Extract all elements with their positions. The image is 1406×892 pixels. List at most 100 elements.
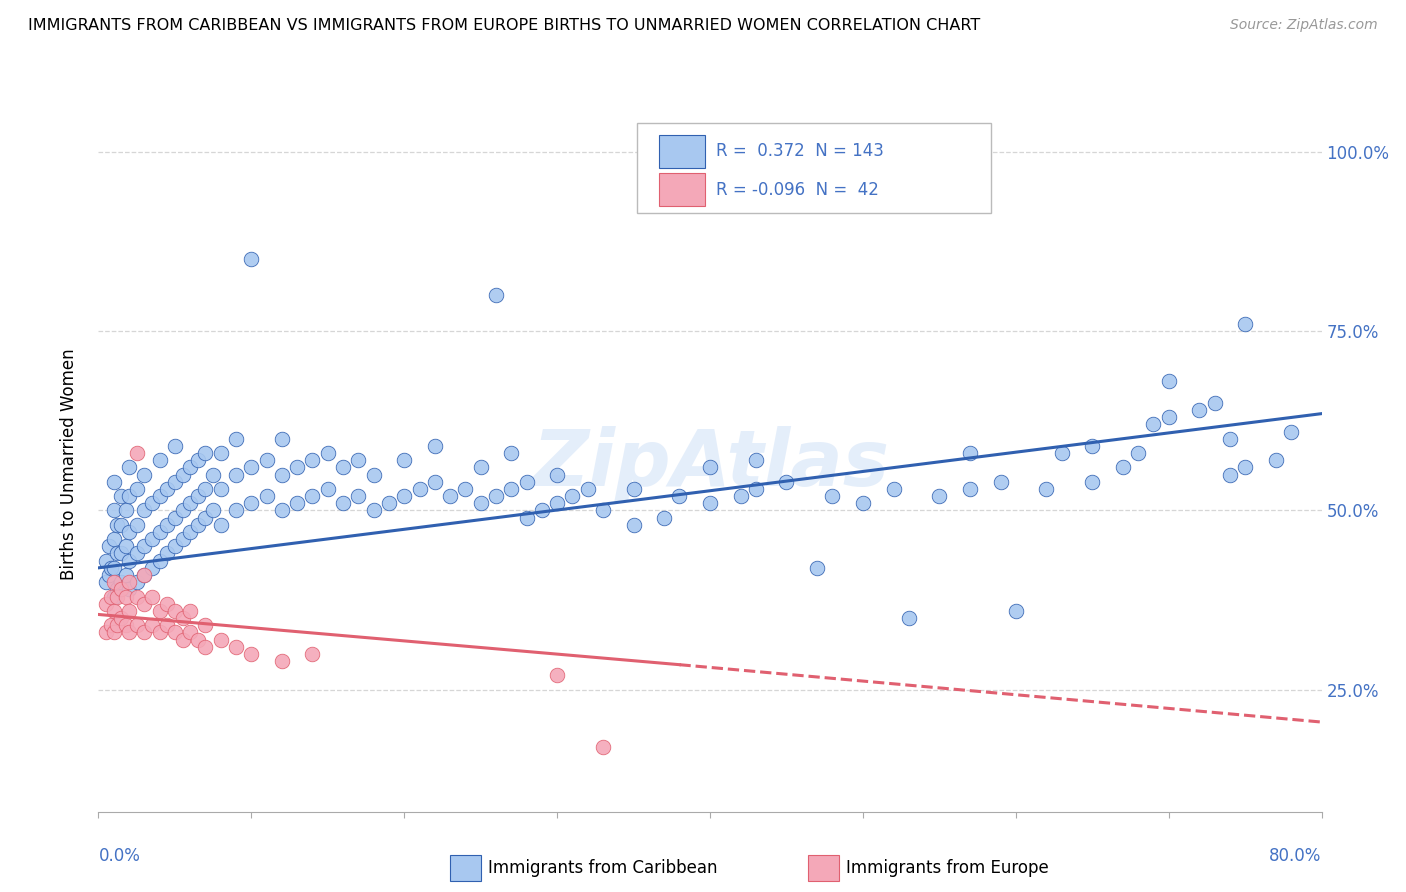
Point [163,439,186,453]
Point [187,632,209,647]
Point [134,568,156,582]
Point [1219,432,1241,446]
Point [141,496,163,510]
Point [103,532,125,546]
Point [163,625,186,640]
Point [115,568,138,582]
Point [225,640,247,654]
Point [270,654,292,668]
Point [332,496,354,510]
Point [501,482,523,496]
Text: ZipAtlas: ZipAtlas [531,425,889,502]
Point [115,618,138,632]
Point [209,446,232,460]
Point [125,618,148,632]
Point [105,547,128,561]
Point [378,496,401,510]
Point [118,524,141,539]
Point [623,517,645,532]
Point [156,517,179,532]
Point [1188,403,1211,417]
Point [928,489,950,503]
Point [156,482,179,496]
Point [179,524,201,539]
Point [285,496,308,510]
Point [1128,446,1150,460]
Point [163,604,186,618]
Point [172,467,194,482]
Point [98,539,121,553]
Point [1142,417,1164,432]
Text: Immigrants from Caribbean: Immigrants from Caribbean [488,859,717,877]
Point [172,611,194,625]
Point [1035,482,1057,496]
Point [141,618,163,632]
Point [1234,317,1257,331]
Point [1219,467,1241,482]
Point [149,453,172,467]
Point [959,482,981,496]
Point [592,740,614,755]
Point [141,561,163,575]
Point [105,590,128,604]
Point [110,517,132,532]
Bar [658,135,706,169]
Point [103,575,125,590]
Point [806,561,828,575]
Point [115,590,138,604]
Point [209,632,232,647]
Point [105,582,128,597]
Point [105,618,128,632]
Point [202,503,225,517]
Point [347,453,370,467]
Point [125,517,148,532]
Point [301,489,323,503]
Point [118,582,141,597]
Point [990,475,1012,489]
Point [163,475,186,489]
Point [699,460,721,475]
Point [240,647,263,661]
Point [1050,446,1073,460]
Point [118,604,141,618]
Point [516,510,538,524]
Point [470,496,492,510]
Point [1081,475,1104,489]
Text: Immigrants from Europe: Immigrants from Europe [846,859,1049,877]
Point [423,475,446,489]
Point [134,568,156,582]
Point [270,432,292,446]
Bar [658,173,706,206]
Point [187,489,209,503]
Point [285,460,308,475]
Point [149,625,172,640]
Y-axis label: Births to Unmarried Women: Births to Unmarried Women [59,348,77,580]
Point [1204,396,1226,410]
Point [103,561,125,575]
Point [592,503,614,517]
Point [179,496,201,510]
Point [363,467,385,482]
Point [516,475,538,489]
Point [209,482,232,496]
Point [1004,604,1026,618]
Text: 0.0%: 0.0% [98,847,141,864]
Point [179,625,201,640]
Point [454,482,477,496]
Point [194,482,217,496]
Point [256,453,278,467]
Point [501,446,523,460]
Point [134,597,156,611]
Point [115,539,138,553]
Point [98,568,121,582]
Point [110,582,132,597]
Point [332,460,354,475]
Point [1157,375,1180,389]
Point [225,503,247,517]
Point [240,496,263,510]
Point [652,510,675,524]
Point [959,446,981,460]
Point [100,618,122,632]
Point [301,647,323,661]
Point [470,460,492,475]
